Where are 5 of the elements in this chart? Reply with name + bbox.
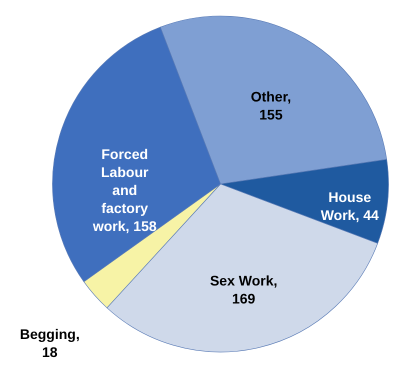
- slice-label: Other, 155: [250, 88, 292, 123]
- slice-label: Begging, 18: [20, 326, 80, 360]
- slice-label: Forced Labour and factory work, 158: [92, 146, 157, 234]
- slice-label: House Work, 44: [320, 188, 380, 223]
- slice-label: Sex Work, 169: [210, 272, 278, 306]
